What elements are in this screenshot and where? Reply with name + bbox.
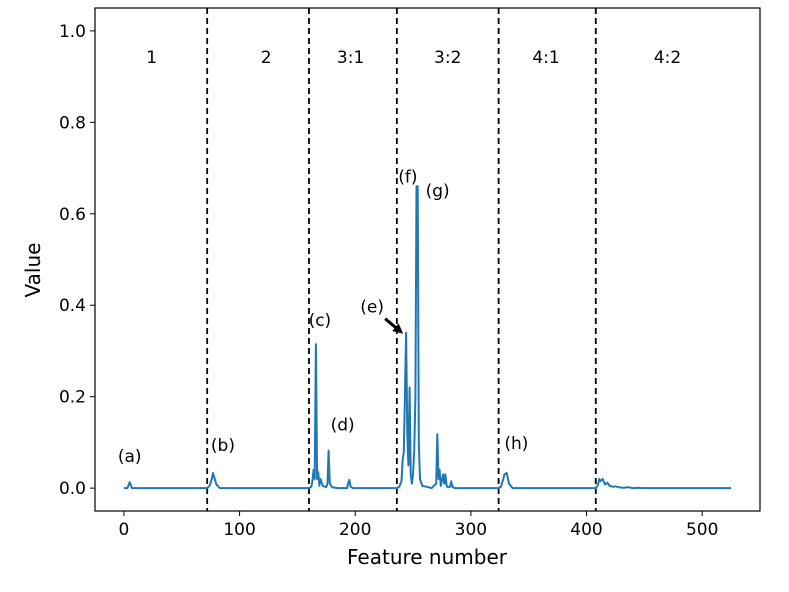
y-axis-ticks: 0.0 0.2 0.4 0.6 0.8 1.0 — [59, 22, 95, 499]
annotation-arrow-shaft — [384, 317, 399, 330]
annotation-arrow-head — [392, 323, 404, 334]
data-series — [123, 185, 732, 490]
x-tick-label: 300 — [455, 520, 487, 540]
y-tick-label: 0.6 — [59, 205, 86, 225]
plot-frame — [94, 7, 761, 512]
annotation-label: (c) — [309, 311, 332, 331]
region-dividers — [206, 8, 597, 511]
x-tick-label: 500 — [686, 520, 718, 540]
y-tick-label: 0.0 — [59, 479, 86, 499]
y-tick-label: 1.0 — [59, 22, 86, 42]
annotation-label: (e) — [360, 298, 384, 318]
annotation-label: (d) — [331, 416, 355, 436]
x-axis-ticks: 0 100 200 300 400 500 — [118, 511, 718, 540]
y-tick-label: 0.8 — [59, 113, 86, 133]
y-axis-title: Value — [21, 243, 45, 298]
y-tick-label: 0.4 — [59, 296, 86, 316]
region-label: 3:2 — [434, 48, 461, 68]
series-line — [123, 185, 732, 490]
x-tick-label: 0 — [118, 520, 129, 540]
region-label: 4:1 — [532, 48, 559, 68]
region-labels: 1 2 3:1 3:2 4:1 4:2 — [146, 48, 681, 68]
annotation-label: (b) — [211, 436, 235, 456]
region-label: 3:1 — [337, 48, 364, 68]
region-label: 2 — [261, 48, 272, 68]
annotation-label: (a) — [118, 447, 142, 467]
plot-area — [95, 8, 760, 511]
peak-annotations: (a) (b) (c) (d) (e) (f) (g) (h) — [118, 167, 529, 467]
region-label: 1 — [146, 48, 157, 68]
x-axis-title: Feature number — [347, 545, 508, 569]
annotation-label: (h) — [504, 434, 528, 454]
x-tick-label: 100 — [223, 520, 255, 540]
annotation-label: (g) — [426, 181, 450, 201]
annotation-label: (f) — [398, 167, 417, 187]
y-tick-label: 0.2 — [59, 388, 86, 408]
x-tick-label: 400 — [570, 520, 602, 540]
region-label: 4:2 — [654, 48, 681, 68]
x-tick-label: 200 — [339, 520, 371, 540]
